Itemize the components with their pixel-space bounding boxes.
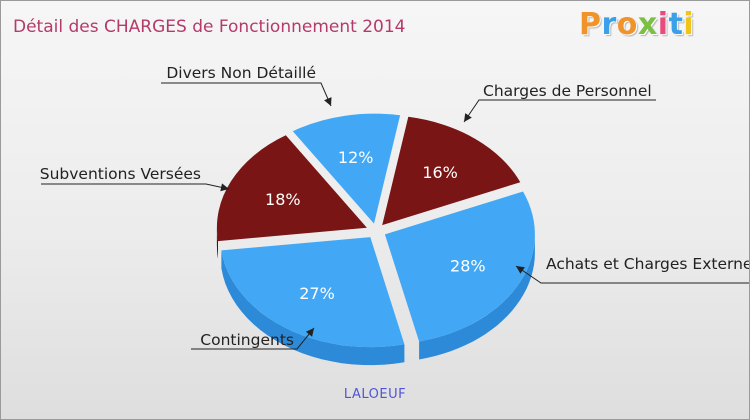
- pie-slice-side: [221, 250, 405, 366]
- logo-letter: t: [668, 7, 684, 42]
- logo-letter: i: [657, 7, 669, 42]
- leader-arrow: [305, 328, 314, 337]
- proxiti-logo: Proxiti: [579, 7, 694, 42]
- slice-category-label: Contingents: [200, 331, 294, 349]
- leader-line: [161, 82, 332, 107]
- leader-arrow: [516, 266, 525, 274]
- leader-line: [41, 183, 230, 190]
- leader-line: [463, 99, 656, 123]
- slice-percent-label: 12%: [338, 148, 374, 167]
- pie-slice: [221, 237, 405, 348]
- leader-line: [191, 327, 315, 350]
- pie-slice: [216, 135, 367, 242]
- leader-arrow: [324, 97, 332, 106]
- slice-percent-label: 18%: [265, 190, 301, 209]
- chart-title: Détail des CHARGES de Fonctionnement 201…: [13, 17, 406, 37]
- pie-slice-side: [216, 227, 218, 260]
- commune-name: LALOEUF: [343, 387, 407, 402]
- logo-letter: i: [683, 7, 695, 42]
- slice-category-label: Subventions Versées: [40, 165, 201, 183]
- pie-slice-side: [419, 234, 535, 360]
- pie-slice: [384, 191, 535, 342]
- leader-arrow: [464, 113, 472, 122]
- logo-letter: r: [601, 7, 617, 42]
- slice-percent-label: 16%: [422, 163, 458, 182]
- slice-category-label: Divers Non Détaillé: [166, 64, 316, 82]
- logo-letter: o: [616, 7, 638, 42]
- leader-line: [515, 265, 749, 284]
- pie-slice: [382, 116, 521, 226]
- slice-category-label: Achats et Charges Externes: [546, 255, 749, 273]
- logo-letter: P: [579, 7, 602, 42]
- slice-category-label: Charges de Personnel: [483, 82, 652, 100]
- pie-side-walls: [216, 227, 535, 366]
- logo-letter: x: [637, 7, 658, 42]
- slice-percent-label: 28%: [450, 256, 486, 275]
- pie-slice: [292, 113, 401, 224]
- slice-percent-label: 27%: [299, 284, 335, 303]
- leader-arrow: [220, 183, 229, 192]
